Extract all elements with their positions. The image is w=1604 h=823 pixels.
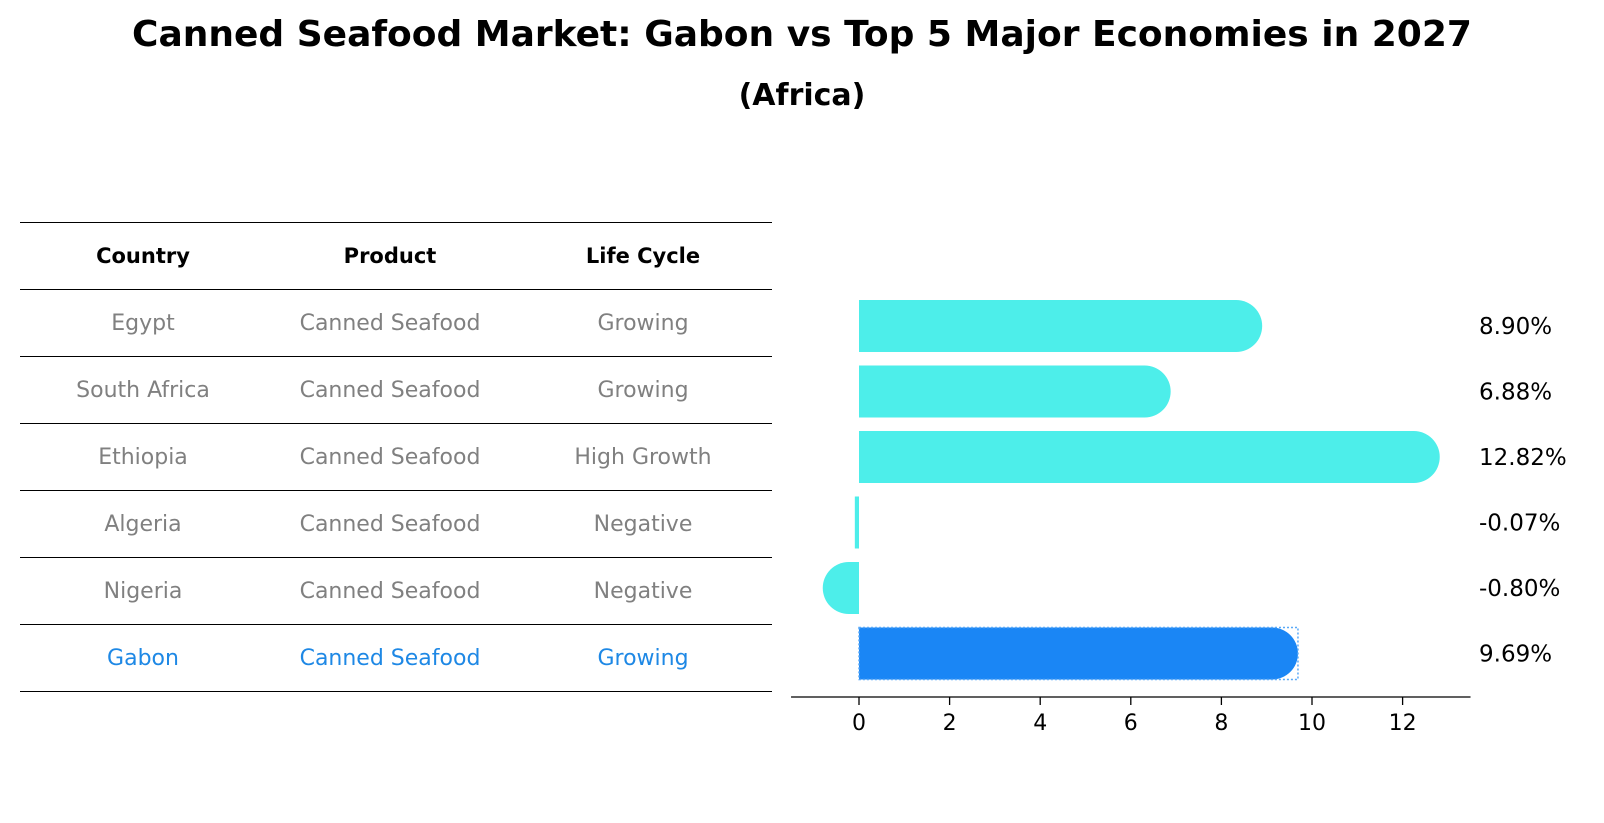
bar-nigeria [822,562,859,614]
cell-country: Algeria [20,490,266,558]
value-label-egypt: 8.90% [1479,314,1552,340]
cell-life-cycle: High Growth [514,423,772,491]
value-label-nigeria: -0.80% [1479,576,1560,602]
x-tick-label: 2 [943,711,957,736]
chart-title: Canned Seafood Market: Gabon vs Top 5 Ma… [132,14,1472,55]
x-tick-label: 8 [1214,711,1228,736]
cell-country: Ethiopia [20,423,266,491]
cell-life-cycle: Negative [514,490,772,558]
cell-country: South Africa [20,356,266,424]
table-header-row: Country Product Life Cycle [20,222,772,290]
cell-product: Canned Seafood [266,490,514,558]
cell-country: Nigeria [20,557,266,625]
x-tick-label: 10 [1298,711,1326,736]
cell-product: Canned Seafood [266,624,514,692]
x-tick-label: 12 [1389,711,1417,736]
cell-life-cycle: Growing [514,356,772,424]
bar-egypt [859,300,1263,352]
value-label-ethiopia: 12.82% [1479,445,1567,471]
table-row: Algeria Canned Seafood Negative [20,490,772,558]
table-row: Nigeria Canned Seafood Negative [20,557,772,625]
cell-product: Canned Seafood [266,557,514,625]
table-row: Egypt Canned Seafood Growing [20,289,772,357]
value-label-algeria: -0.07% [1479,511,1560,537]
bar-algeria [854,496,859,549]
chart-subtitle: (Africa) [738,78,866,113]
x-tick-label: 0 [852,711,866,736]
x-tick-label: 6 [1124,711,1138,736]
bar-gabon [859,627,1298,680]
summary-table: Country Product Life Cycle Egypt Canned … [20,222,772,692]
cell-product: Canned Seafood [266,356,514,424]
value-label-gabon: 9.69% [1479,642,1552,668]
cell-country: Gabon [20,624,266,692]
bar-south-africa [859,365,1171,418]
x-tick-label: 4 [1033,711,1047,736]
cell-product: Canned Seafood [266,289,514,357]
cell-country: Egypt [20,289,266,357]
cell-life-cycle: Negative [514,557,772,625]
value-label-south-africa: 6.88% [1479,380,1552,406]
table-row: Ethiopia Canned Seafood High Growth [20,423,772,491]
header-life-cycle: Life Cycle [514,222,772,290]
table-row-highlighted: Gabon Canned Seafood Growing [20,624,772,692]
table-row: South Africa Canned Seafood Growing [20,356,772,424]
bar-outline-gabon [858,626,1299,681]
header-product: Product [266,222,514,290]
header-country: Country [20,222,266,290]
cell-life-cycle: Growing [514,624,772,692]
cell-life-cycle: Growing [514,289,772,357]
bar-ethiopia [859,431,1440,483]
cell-product: Canned Seafood [266,423,514,491]
